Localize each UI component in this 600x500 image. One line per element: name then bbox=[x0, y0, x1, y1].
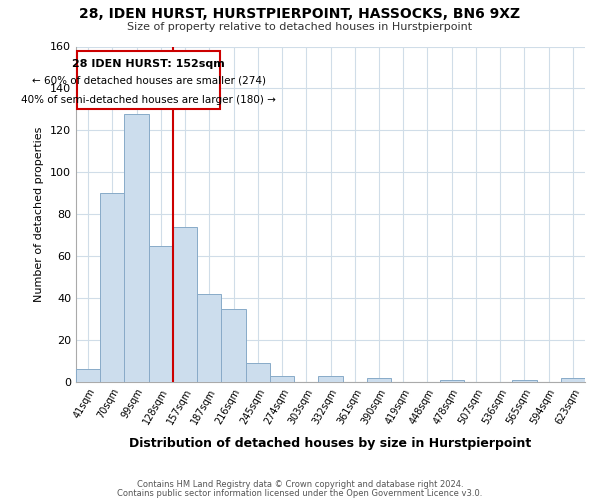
X-axis label: Distribution of detached houses by size in Hurstpierpoint: Distribution of detached houses by size … bbox=[130, 437, 532, 450]
Text: 28, IDEN HURST, HURSTPIERPOINT, HASSOCKS, BN6 9XZ: 28, IDEN HURST, HURSTPIERPOINT, HASSOCKS… bbox=[79, 8, 521, 22]
Bar bbox=[512, 380, 536, 382]
Bar bbox=[367, 378, 391, 382]
Bar bbox=[270, 376, 294, 382]
Bar bbox=[149, 246, 173, 382]
Bar bbox=[319, 376, 343, 382]
Bar bbox=[100, 193, 124, 382]
Bar bbox=[440, 380, 464, 382]
Y-axis label: Number of detached properties: Number of detached properties bbox=[34, 126, 44, 302]
Text: ← 60% of detached houses are smaller (274): ← 60% of detached houses are smaller (27… bbox=[32, 76, 266, 86]
Text: Contains HM Land Registry data © Crown copyright and database right 2024.: Contains HM Land Registry data © Crown c… bbox=[137, 480, 463, 489]
Text: Size of property relative to detached houses in Hurstpierpoint: Size of property relative to detached ho… bbox=[127, 22, 473, 32]
Text: Contains public sector information licensed under the Open Government Licence v3: Contains public sector information licen… bbox=[118, 488, 482, 498]
Bar bbox=[173, 227, 197, 382]
Bar bbox=[221, 308, 245, 382]
Text: 28 IDEN HURST: 152sqm: 28 IDEN HURST: 152sqm bbox=[73, 59, 225, 69]
FancyBboxPatch shape bbox=[77, 50, 220, 110]
Bar bbox=[76, 370, 100, 382]
Bar bbox=[197, 294, 221, 382]
Bar bbox=[124, 114, 149, 382]
Bar bbox=[245, 363, 270, 382]
Text: 40% of semi-detached houses are larger (180) →: 40% of semi-detached houses are larger (… bbox=[21, 94, 276, 104]
Bar bbox=[561, 378, 585, 382]
